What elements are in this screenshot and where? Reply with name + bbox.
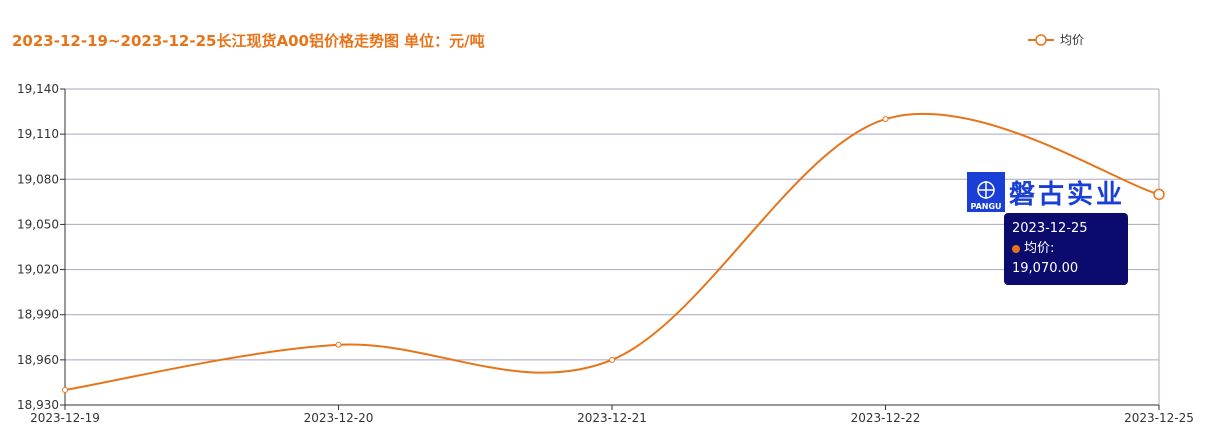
data-point[interactable]	[609, 356, 615, 363]
chart-title: 2023-12-19~2023-12-25长江现货A00铝价格走势图 单位：元/…	[12, 32, 485, 50]
logo-emblem-icon	[977, 181, 995, 199]
y-tick-label: 19,050	[17, 217, 59, 231]
x-tick-label: 2023-12-20	[304, 411, 374, 425]
y-tick-label: 18,930	[17, 398, 59, 412]
x-tick-label: 2023-12-21	[577, 411, 647, 425]
tooltip-series-value: 均价: 19,070.00	[1012, 241, 1079, 276]
tooltip-series-row: 均价: 19,070.00	[1012, 239, 1120, 279]
tooltip-date: 2023-12-25	[1012, 221, 1088, 236]
y-tick-label: 19,080	[17, 172, 59, 186]
data-point[interactable]	[882, 116, 889, 123]
logo-label: PANGU	[970, 202, 1002, 211]
x-tick-label: 2023-12-19	[30, 411, 100, 425]
y-tick-label: 19,110	[17, 127, 59, 141]
y-tick-label: 18,990	[17, 308, 59, 322]
tooltip-series-dot	[1012, 244, 1020, 253]
series-line-avg-price	[64, 112, 1160, 391]
legend[interactable]: 均价	[1028, 31, 1084, 48]
data-point[interactable]	[1153, 188, 1165, 201]
watermark-text: 磐古实业	[1009, 179, 1126, 210]
watermark: PANGU 磐古实业	[967, 172, 1125, 212]
y-tick-label: 19,140	[17, 82, 59, 96]
legend-label: 均价	[1060, 33, 1085, 47]
y-tick-label: 18,960	[17, 353, 59, 367]
y-axis-ticks: 18,930 18,960 18,990 19,020 19,050 19,080 19,1…	[17, 82, 65, 412]
legend-marker-icon	[1028, 33, 1054, 46]
data-point[interactable]	[335, 341, 342, 348]
series-points	[62, 116, 1165, 393]
tooltip: 2023-12-25 均价: 19,070.00	[1004, 213, 1128, 285]
data-point[interactable]	[62, 386, 68, 393]
x-tick-label: 2023-12-25	[1124, 411, 1194, 425]
pangu-logo: PANGU	[967, 172, 1005, 212]
x-axis-ticks: 2023-12-19 2023-12-20 2023-12-21 2023-12-22…	[30, 405, 1194, 425]
y-tick-label: 19,020	[17, 263, 59, 277]
x-tick-label: 2023-12-22	[851, 411, 921, 425]
